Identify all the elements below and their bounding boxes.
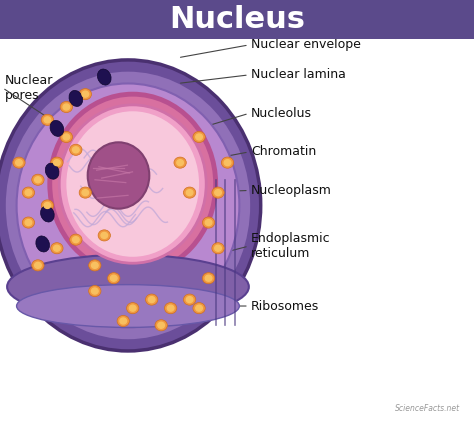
Ellipse shape xyxy=(41,206,54,222)
Circle shape xyxy=(224,160,231,166)
Ellipse shape xyxy=(7,255,249,319)
Ellipse shape xyxy=(5,71,251,340)
Circle shape xyxy=(212,187,224,198)
Text: Nuclear lamina: Nuclear lamina xyxy=(251,68,346,81)
Ellipse shape xyxy=(0,60,261,351)
Circle shape xyxy=(205,275,212,281)
Circle shape xyxy=(221,157,234,168)
Circle shape xyxy=(44,202,51,208)
Circle shape xyxy=(205,220,212,226)
Circle shape xyxy=(41,114,54,125)
Circle shape xyxy=(164,303,177,314)
Circle shape xyxy=(54,160,60,166)
Circle shape xyxy=(110,275,117,281)
Circle shape xyxy=(32,174,44,185)
Circle shape xyxy=(183,294,196,305)
Circle shape xyxy=(193,303,205,314)
Ellipse shape xyxy=(69,90,82,107)
Circle shape xyxy=(196,305,202,311)
Text: Ribosomes: Ribosomes xyxy=(251,300,319,312)
Ellipse shape xyxy=(17,83,239,327)
Circle shape xyxy=(212,243,224,254)
Ellipse shape xyxy=(50,94,216,274)
Circle shape xyxy=(117,315,129,327)
Circle shape xyxy=(215,190,221,196)
Circle shape xyxy=(120,318,127,324)
Ellipse shape xyxy=(66,111,199,257)
Text: Nuclear
pores: Nuclear pores xyxy=(5,74,53,102)
Circle shape xyxy=(91,262,98,268)
Circle shape xyxy=(79,187,91,198)
Circle shape xyxy=(155,320,167,331)
Circle shape xyxy=(25,220,32,226)
Circle shape xyxy=(82,91,89,97)
Circle shape xyxy=(22,217,35,228)
Text: Chromatin: Chromatin xyxy=(251,146,317,158)
Circle shape xyxy=(148,297,155,303)
Circle shape xyxy=(54,245,60,251)
Ellipse shape xyxy=(36,236,49,252)
Circle shape xyxy=(70,144,82,155)
Text: ScienceFacts.net: ScienceFacts.net xyxy=(395,404,460,413)
Ellipse shape xyxy=(98,69,111,85)
Circle shape xyxy=(79,89,91,100)
Circle shape xyxy=(186,190,193,196)
Text: Endoplasmic
reticulum: Endoplasmic reticulum xyxy=(251,232,331,260)
Circle shape xyxy=(82,190,89,196)
Circle shape xyxy=(183,187,196,198)
Circle shape xyxy=(146,294,158,305)
Ellipse shape xyxy=(17,285,239,327)
Circle shape xyxy=(44,117,51,123)
Circle shape xyxy=(177,160,183,166)
Circle shape xyxy=(215,245,221,251)
Ellipse shape xyxy=(59,105,206,263)
Circle shape xyxy=(129,305,136,311)
Text: Nucleoplasm: Nucleoplasm xyxy=(251,184,332,197)
Circle shape xyxy=(35,262,41,268)
Circle shape xyxy=(16,160,22,166)
Circle shape xyxy=(32,260,44,271)
Text: Nuclear envelope: Nuclear envelope xyxy=(251,39,361,51)
Circle shape xyxy=(202,217,215,228)
Circle shape xyxy=(101,232,108,238)
Circle shape xyxy=(127,303,139,314)
Circle shape xyxy=(60,101,73,113)
Circle shape xyxy=(91,288,98,294)
Ellipse shape xyxy=(88,142,149,208)
Circle shape xyxy=(167,305,174,311)
Circle shape xyxy=(193,131,205,143)
Circle shape xyxy=(51,243,63,254)
Circle shape xyxy=(98,230,110,241)
Text: Nucleus: Nucleus xyxy=(169,5,305,34)
Circle shape xyxy=(89,260,101,271)
Circle shape xyxy=(63,134,70,140)
Ellipse shape xyxy=(50,120,64,137)
Circle shape xyxy=(108,273,120,284)
Circle shape xyxy=(70,234,82,245)
Circle shape xyxy=(202,273,215,284)
Circle shape xyxy=(186,297,193,303)
Circle shape xyxy=(158,322,164,328)
Circle shape xyxy=(196,134,202,140)
Circle shape xyxy=(22,187,35,198)
Ellipse shape xyxy=(46,163,59,179)
Circle shape xyxy=(51,157,63,168)
Circle shape xyxy=(13,157,25,168)
FancyBboxPatch shape xyxy=(0,0,474,39)
Circle shape xyxy=(89,285,101,297)
Circle shape xyxy=(35,177,41,183)
Circle shape xyxy=(63,104,70,110)
Text: Nucleolus: Nucleolus xyxy=(251,107,312,120)
Circle shape xyxy=(25,190,32,196)
Circle shape xyxy=(174,157,186,168)
Circle shape xyxy=(60,131,73,143)
Circle shape xyxy=(73,147,79,153)
Circle shape xyxy=(73,237,79,243)
Circle shape xyxy=(41,200,54,211)
